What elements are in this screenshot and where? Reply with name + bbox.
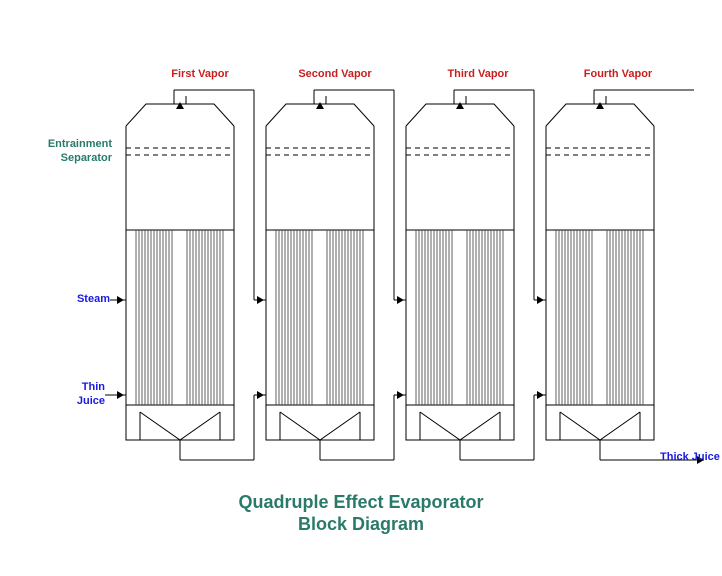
thick-juice-label: Thick Juice: [660, 451, 720, 463]
evaporator-diagram: [0, 0, 722, 571]
entrainment-label-2: Separator: [32, 152, 112, 164]
vapor-label-2: Second Vapor: [285, 68, 385, 80]
vapor-label-1: First Vapor: [150, 68, 250, 80]
vapor-label-4: Fourth Vapor: [568, 68, 668, 80]
entrainment-label-1: Entrainment: [32, 138, 112, 150]
thin-juice-label-2: Juice: [45, 395, 105, 407]
title-line-1: Quadruple Effect Evaporator: [0, 492, 722, 513]
title-line-2: Block Diagram: [0, 514, 722, 535]
vapor-label-3: Third Vapor: [428, 68, 528, 80]
steam-label: Steam: [40, 293, 110, 305]
thin-juice-label-1: Thin: [45, 381, 105, 393]
